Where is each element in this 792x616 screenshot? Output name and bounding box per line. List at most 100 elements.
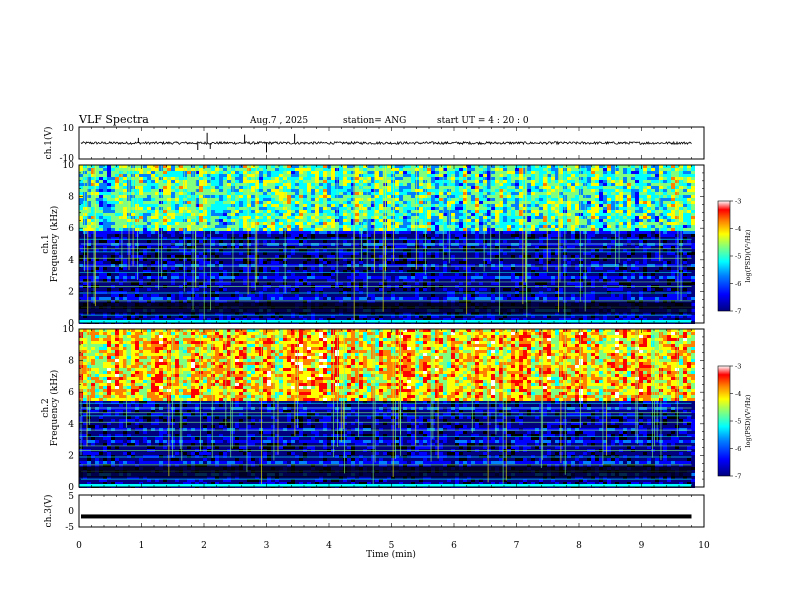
spectrogram-cell bbox=[227, 240, 231, 243]
spectrogram-cell bbox=[299, 276, 303, 279]
spectrogram-cell bbox=[119, 291, 123, 294]
spectrogram-cell bbox=[183, 294, 187, 297]
spectrogram-cell bbox=[111, 177, 115, 180]
spectrogram-cell bbox=[323, 168, 327, 171]
spectrogram-cell bbox=[119, 195, 123, 198]
spectrogram-cell bbox=[211, 234, 215, 237]
spectrogram-cell bbox=[379, 231, 383, 234]
spectrogram-cell bbox=[143, 216, 147, 219]
spectrogram-cell bbox=[79, 294, 83, 297]
spectrogram-cell bbox=[347, 282, 351, 285]
spectrogram-cell bbox=[247, 228, 251, 231]
spectrogram-cell bbox=[215, 180, 219, 183]
spectrogram-cell bbox=[159, 177, 163, 180]
spectrogram-cell bbox=[435, 177, 439, 180]
spectrogram-cell bbox=[391, 240, 395, 243]
spectrogram-cell bbox=[335, 294, 339, 297]
spectrogram-cell bbox=[115, 228, 119, 231]
spectrogram-cell bbox=[195, 291, 199, 294]
spectrogram-cell bbox=[335, 288, 339, 291]
spectrogram-cell bbox=[355, 177, 359, 180]
spectrogram-cell bbox=[115, 288, 119, 291]
spectrogram-cell bbox=[303, 234, 307, 237]
spectrogram-cell bbox=[319, 195, 323, 198]
spectrogram-cell bbox=[99, 186, 103, 189]
spectrogram-cell bbox=[115, 276, 119, 279]
spectrogram-cell bbox=[223, 186, 227, 189]
spectrogram-cell bbox=[203, 207, 207, 210]
spectrogram-cell bbox=[359, 294, 363, 297]
spectrogram-cell bbox=[119, 168, 123, 171]
spectrogram-cell bbox=[407, 276, 411, 279]
spectrogram-cell bbox=[135, 195, 139, 198]
spectrogram-cell bbox=[359, 213, 363, 216]
spectrogram-cell bbox=[291, 195, 295, 198]
spectrogram-cell bbox=[311, 261, 315, 264]
spectrogram-cell bbox=[339, 183, 343, 186]
spectrogram-cell bbox=[431, 225, 435, 228]
spectrogram-cell bbox=[299, 243, 303, 246]
spectrogram-cell bbox=[267, 186, 271, 189]
spectrogram-cell bbox=[299, 255, 303, 258]
spectrogram-cell bbox=[299, 201, 303, 204]
spectrogram-cell bbox=[199, 273, 203, 276]
spectrogram-cell bbox=[275, 201, 279, 204]
spectrogram-cell bbox=[315, 201, 319, 204]
spectrogram-cell bbox=[263, 273, 267, 276]
spectrogram-cell bbox=[375, 252, 379, 255]
spectrogram-cell bbox=[279, 174, 283, 177]
spectrogram-cell bbox=[339, 213, 343, 216]
spectrogram-cell bbox=[387, 198, 391, 201]
spectrogram-cell bbox=[431, 231, 435, 234]
spectrogram-cell bbox=[131, 267, 135, 270]
spectrogram-cell bbox=[259, 222, 263, 225]
spectrogram-cell bbox=[227, 192, 231, 195]
spectrogram-cell bbox=[171, 210, 175, 213]
spectrogram-cell bbox=[347, 252, 351, 255]
spectrogram-cell bbox=[439, 267, 443, 270]
spectrogram-cell bbox=[263, 228, 267, 231]
spectrogram-cell bbox=[147, 204, 151, 207]
spectrogram-cell bbox=[259, 219, 263, 222]
spectrogram-cell bbox=[203, 297, 207, 300]
spectrogram-cell bbox=[151, 168, 155, 171]
spectrogram-cell bbox=[103, 225, 107, 228]
spectrogram-cell bbox=[379, 204, 383, 207]
spectrogram-cell bbox=[243, 288, 247, 291]
spectrogram-cell bbox=[303, 279, 307, 282]
spectrogram-cell bbox=[407, 231, 411, 234]
spectrogram-cell bbox=[135, 174, 139, 177]
spectrogram-cell bbox=[399, 180, 403, 183]
spectrogram-cell bbox=[79, 192, 83, 195]
spectrogram-cell bbox=[107, 294, 111, 297]
spectrogram-cell bbox=[411, 252, 415, 255]
spectrogram-cell bbox=[239, 216, 243, 219]
spectrogram-cell bbox=[363, 264, 367, 267]
spectrogram-cell bbox=[375, 231, 379, 234]
spectrogram-cell bbox=[167, 201, 171, 204]
spectrogram-cell bbox=[287, 192, 291, 195]
spectrogram-cell bbox=[107, 228, 111, 231]
ch1-spectrogram-image bbox=[79, 165, 695, 324]
spectrogram-cell bbox=[243, 225, 247, 228]
spectrogram-cell bbox=[99, 255, 103, 258]
spectrogram-cell bbox=[219, 207, 223, 210]
spectrogram-cell bbox=[171, 204, 175, 207]
spectrogram-cell bbox=[287, 189, 291, 192]
spectrogram-cell bbox=[411, 195, 415, 198]
spectrogram-cell bbox=[355, 240, 359, 243]
spectrogram-cell bbox=[399, 198, 403, 201]
spectrogram-cell bbox=[267, 174, 271, 177]
spectrogram-cell bbox=[179, 288, 183, 291]
spectrogram-cell bbox=[295, 189, 299, 192]
spectrogram-cell bbox=[167, 207, 171, 210]
spectrogram-cell bbox=[199, 282, 203, 285]
spectrogram-cell bbox=[387, 279, 391, 282]
spectrogram-cell bbox=[79, 279, 83, 282]
spectrogram-cell bbox=[103, 189, 107, 192]
spectrogram-cell bbox=[439, 186, 443, 189]
spectrogram-cell bbox=[111, 219, 115, 222]
spectrogram-cell bbox=[259, 204, 263, 207]
spectrogram-cell bbox=[211, 168, 215, 171]
spectrogram-cell bbox=[151, 180, 155, 183]
